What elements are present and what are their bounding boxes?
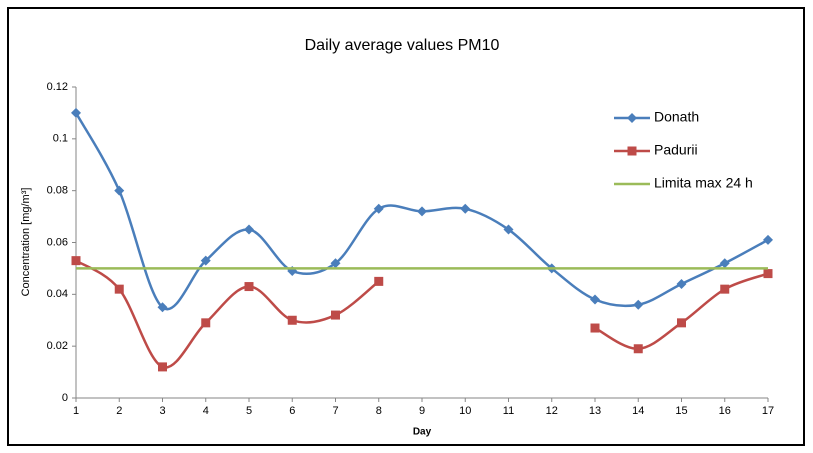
point-marker [503, 224, 514, 235]
point-marker [633, 299, 644, 310]
point-marker [158, 362, 167, 372]
x-tick-label: 5 [246, 405, 252, 417]
x-tick-label: 3 [159, 405, 165, 417]
point-marker [331, 310, 340, 320]
x-axis-label: Day [413, 427, 432, 438]
x-tick-label: 13 [589, 405, 601, 417]
chart-title: Daily average values PM10 [305, 37, 500, 54]
point-marker [373, 203, 384, 214]
x-tick-label: 15 [675, 405, 687, 417]
point-marker [200, 255, 211, 266]
y-tick-label: 0.08 [47, 185, 68, 197]
point-marker [633, 344, 643, 354]
point-marker [114, 284, 124, 294]
y-tick-label: 0.06 [47, 236, 68, 248]
x-tick-label: 1 [73, 405, 79, 417]
point-marker [763, 269, 773, 279]
x-tick-label: 12 [546, 405, 558, 417]
legend-label: Donath [654, 109, 699, 125]
point-marker [460, 203, 471, 214]
legend-label: Limita max 24 h [654, 175, 753, 191]
point-marker [627, 146, 637, 156]
x-tick-label: 10 [459, 405, 471, 417]
x-tick-label: 11 [503, 405, 514, 417]
y-tick-label: 0.02 [47, 340, 68, 352]
legend-label: Padurii [654, 142, 698, 158]
point-marker [71, 256, 81, 266]
y-tick-label: 0.1 [53, 133, 68, 145]
point-marker [330, 258, 341, 269]
point-marker [157, 302, 168, 313]
y-tick-label: 0 [62, 392, 68, 404]
point-marker [374, 276, 384, 286]
x-tick-label: 17 [762, 405, 774, 417]
point-marker [114, 185, 125, 196]
chart-frame [7, 7, 805, 446]
point-marker [201, 318, 211, 328]
x-tick-label: 16 [719, 405, 731, 417]
x-tick-label: 2 [116, 405, 122, 417]
x-tick-label: 6 [289, 405, 295, 417]
x-tick-label: 7 [332, 405, 338, 417]
point-marker [287, 315, 297, 325]
point-marker [417, 206, 427, 217]
point-marker [590, 323, 600, 333]
point-marker [720, 284, 730, 294]
point-marker [627, 113, 637, 123]
y-axis-label: Concentration [mg/m³] [20, 188, 32, 297]
point-marker [244, 224, 254, 235]
x-tick-label: 8 [376, 405, 382, 417]
point-marker [677, 318, 686, 328]
x-tick-label: 14 [632, 405, 644, 417]
y-tick-label: 0.12 [47, 81, 68, 93]
x-tick-label: 4 [203, 405, 209, 417]
point-marker [676, 278, 687, 289]
point-marker [71, 107, 81, 118]
point-marker [763, 234, 773, 245]
point-marker [719, 258, 730, 269]
y-tick-label: 0.04 [47, 288, 68, 300]
x-tick-label: 9 [419, 405, 425, 417]
point-marker [590, 294, 600, 305]
point-marker [244, 282, 254, 292]
